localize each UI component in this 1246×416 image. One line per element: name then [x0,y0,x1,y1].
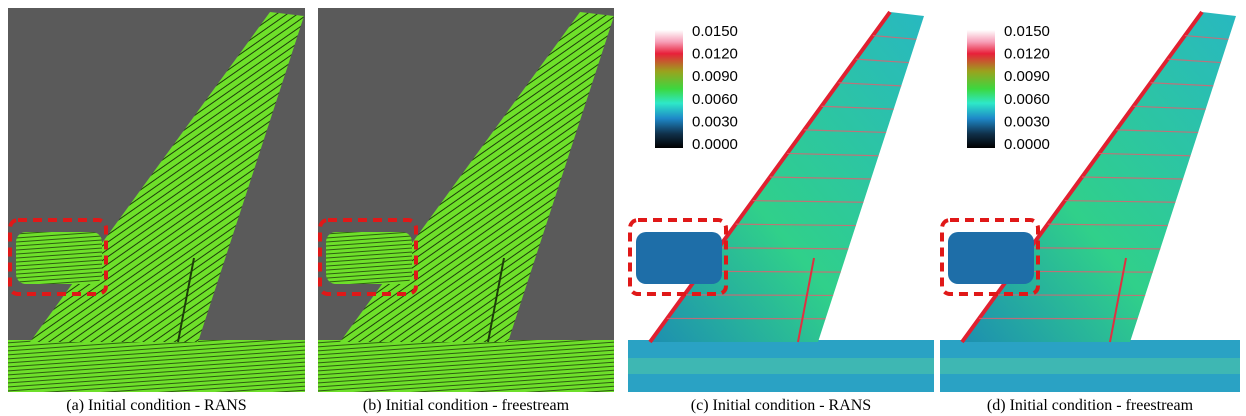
rib [838,82,902,87]
rib [872,34,917,40]
highlight-box [940,218,1040,296]
caption: (b) Initial condition - freestream [363,397,570,414]
rib [787,152,879,157]
caption: (c) Initial condition - RANS [691,397,871,414]
pod [16,232,102,284]
colorbar-label: 0.0150 [692,23,738,40]
rib [684,294,834,297]
pod [948,232,1034,284]
rib [996,294,1146,297]
colorbar-label: 0.0120 [692,46,738,63]
rib [1133,105,1206,110]
caption: (a) Initial condition - RANS [66,397,246,414]
highlight-box [8,218,108,296]
rib [1116,129,1199,134]
colorbar-label: 0.0090 [692,68,738,85]
rib [1064,199,1176,203]
colorbar-label: 0.0060 [1004,91,1050,108]
colorbar-label: 0.0000 [692,136,738,153]
highlight-box [318,218,418,296]
flap-edge [797,257,815,343]
colorbar [655,30,683,148]
colorbar-label: 0.0030 [1004,113,1050,130]
fuselage-band [940,358,1240,374]
flap-edge [487,257,505,343]
fuselage [318,340,614,392]
rib [752,199,864,203]
rib [1150,82,1214,87]
rib [1030,247,1161,250]
flap-edge [177,257,195,343]
rib [804,129,887,134]
rib [821,105,894,110]
colorbar-label: 0.0000 [1004,136,1050,153]
rib [1047,223,1168,227]
colorbar-label: 0.0030 [692,113,738,130]
flap-edge [1109,257,1127,343]
panel [318,8,614,392]
highlight-box [628,218,728,296]
rib [1184,34,1229,40]
panel: 0.0150 0.0120 0.0090 0.0060 0.0030 0.0000 [628,10,934,392]
rib [1081,176,1184,180]
pod [326,232,412,284]
colorbar-label: 0.0060 [692,91,738,108]
panel [8,8,305,392]
colorbar-label: 0.0090 [1004,68,1050,85]
rib [855,58,909,64]
rib [1167,58,1221,64]
colorbar-label: 0.0120 [1004,46,1050,63]
rib [769,176,872,180]
fuselage [8,340,305,392]
rib [718,247,849,250]
fuselage-band [628,358,934,374]
rib [735,223,856,227]
panel: 0.0150 0.0120 0.0090 0.0060 0.0030 0.0000 [940,10,1240,392]
colorbar-label: 0.0150 [1004,23,1050,40]
colorbar [967,30,995,148]
rib [1099,152,1191,157]
caption: (d) Initial condition - freestream [987,397,1194,414]
pod [636,232,722,284]
